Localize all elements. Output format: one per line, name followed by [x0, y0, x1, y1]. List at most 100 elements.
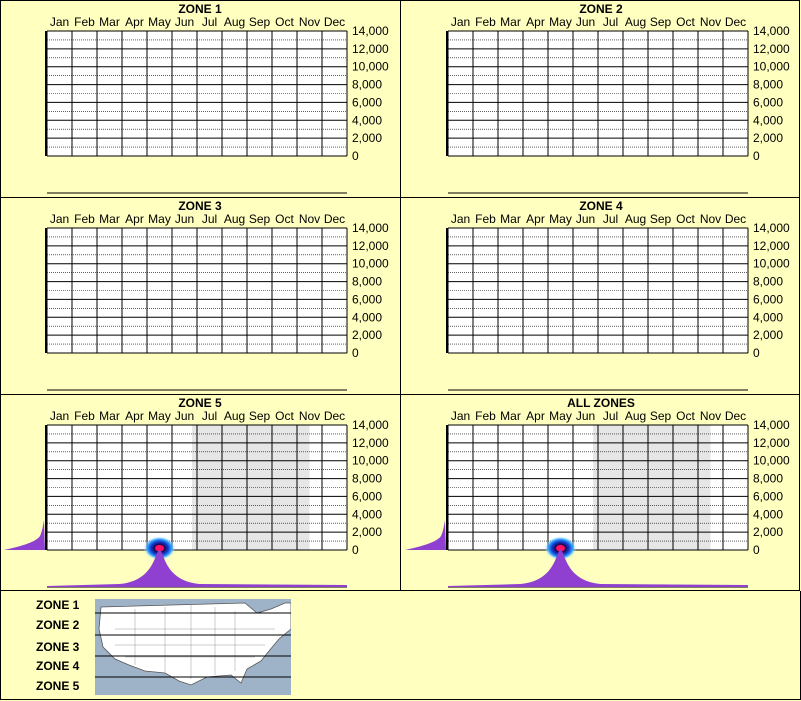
y-tick-label: 14,000 [753, 221, 790, 235]
chart-title: ZONE 1 [178, 2, 222, 16]
y-tick-label: 6,000 [753, 292, 783, 306]
y-tick-label: 12,000 [352, 42, 389, 56]
month-label: Mar [99, 15, 120, 29]
month-label: Jan [50, 409, 69, 423]
month-label: Jan [50, 15, 69, 29]
y-tick-label: 6,000 [753, 95, 783, 109]
y-tick-label: 10,000 [753, 60, 790, 74]
month-label: May [549, 15, 572, 29]
map-borders [115, 605, 275, 679]
month-label: Apr [125, 15, 144, 29]
month-label: May [148, 409, 171, 423]
month-label: Sep [650, 15, 672, 29]
y-tick-label: 10,000 [753, 257, 790, 271]
y-tick-label: 12,000 [352, 239, 389, 253]
month-label: Jul [603, 212, 618, 226]
y-tick-label: 0 [352, 543, 359, 557]
y-tick-label: 8,000 [352, 78, 382, 92]
month-label: Nov [299, 15, 320, 29]
y-tick-label: 4,000 [753, 113, 783, 127]
y-tick-label: 4,000 [352, 113, 382, 127]
month-label: May [148, 212, 171, 226]
month-label: Dec [324, 212, 345, 226]
y-tick-label: 10,000 [753, 454, 790, 468]
month-label: Sep [249, 212, 271, 226]
zone-label-5: ZONE 5 [36, 679, 80, 693]
y-tick-label: 12,000 [753, 42, 790, 56]
y-tick-label: 14,000 [352, 418, 389, 432]
month-label: Oct [676, 212, 695, 226]
month-label: Sep [650, 409, 672, 423]
y-tick-label: 0 [352, 149, 359, 163]
zone-chart: ALL ZONES Jan Feb Mar Apr May Jun Jul Aug Sep Oct N… [405, 396, 790, 588]
month-label: Jun [576, 212, 595, 226]
month-label: Oct [676, 15, 695, 29]
month-label: Oct [275, 15, 294, 29]
month-label: Aug [625, 15, 646, 29]
month-label: May [549, 409, 572, 423]
y-tick-label: 12,000 [753, 239, 790, 253]
month-label: Sep [249, 15, 271, 29]
zone-label-1: ZONE 1 [36, 598, 80, 612]
month-label: Mar [99, 212, 120, 226]
month-label: Jun [576, 15, 595, 29]
month-label: Jun [175, 212, 194, 226]
y-tick-label: 2,000 [352, 525, 382, 539]
month-label: Jul [202, 409, 217, 423]
month-label: Mar [500, 409, 521, 423]
y-tick-label: 10,000 [352, 454, 389, 468]
density-hotspot [544, 536, 577, 561]
zone-chart: ZONE 1 Jan Feb Mar Apr May Jun Jul Aug Sep Oct Nov D… [45, 2, 389, 194]
month-label: Jul [603, 15, 618, 29]
y-tick-label: 14,000 [753, 418, 790, 432]
y-tick-label: 6,000 [753, 489, 783, 503]
month-label: Mar [500, 212, 521, 226]
month-label: Feb [74, 212, 95, 226]
zone-label-3: ZONE 3 [36, 640, 80, 654]
chart-title: ZONE 2 [579, 2, 623, 16]
month-label: Jul [603, 409, 618, 423]
y-tick-label: 0 [753, 543, 760, 557]
chart-title: ZONE 5 [178, 396, 222, 410]
month-label: Jul [202, 212, 217, 226]
month-label: Nov [700, 212, 721, 226]
month-label: Feb [74, 15, 95, 29]
month-label: Apr [125, 212, 144, 226]
y-tick-label: 0 [753, 346, 760, 360]
y-tick-label: 2,000 [753, 131, 783, 145]
month-distribution [47, 549, 347, 587]
month-label: May [148, 15, 171, 29]
month-label: Jul [202, 15, 217, 29]
zone-label-2: ZONE 2 [36, 618, 80, 632]
month-label: Jun [576, 409, 595, 423]
y-tick-label: 6,000 [352, 95, 382, 109]
y-tick-label: 4,000 [753, 310, 783, 324]
month-label: Sep [249, 409, 271, 423]
y-tick-label: 4,000 [352, 310, 382, 324]
zone-chart: ZONE 2 Jan Feb Mar Apr May Jun Jul Aug Sep Oct Nov D… [446, 2, 790, 194]
month-label: Aug [224, 409, 245, 423]
month-distribution [448, 549, 748, 587]
y-tick-label: 14,000 [352, 221, 389, 235]
month-label: Mar [99, 409, 120, 423]
y-tick-label: 8,000 [352, 472, 382, 486]
zone-chart: ZONE 4 Jan Feb Mar Apr May Jun Jul Aug Sep Oct Nov D… [446, 199, 790, 391]
elevation-distribution [4, 520, 45, 550]
month-label: Dec [324, 15, 345, 29]
month-label: Mar [500, 15, 521, 29]
month-label: Jan [50, 212, 69, 226]
y-tick-label: 0 [753, 149, 760, 163]
month-label: Jan [451, 409, 470, 423]
y-tick-label: 8,000 [753, 275, 783, 289]
month-label: Apr [526, 15, 545, 29]
month-label: Feb [475, 409, 496, 423]
month-label: Sep [650, 212, 672, 226]
y-tick-label: 2,000 [352, 328, 382, 342]
y-tick-label: 8,000 [352, 275, 382, 289]
elevation-distribution [405, 520, 446, 550]
y-tick-label: 4,000 [753, 507, 783, 521]
chart-title: ZONE 4 [579, 199, 623, 213]
month-label: Oct [275, 409, 294, 423]
y-tick-label: 12,000 [352, 436, 389, 450]
